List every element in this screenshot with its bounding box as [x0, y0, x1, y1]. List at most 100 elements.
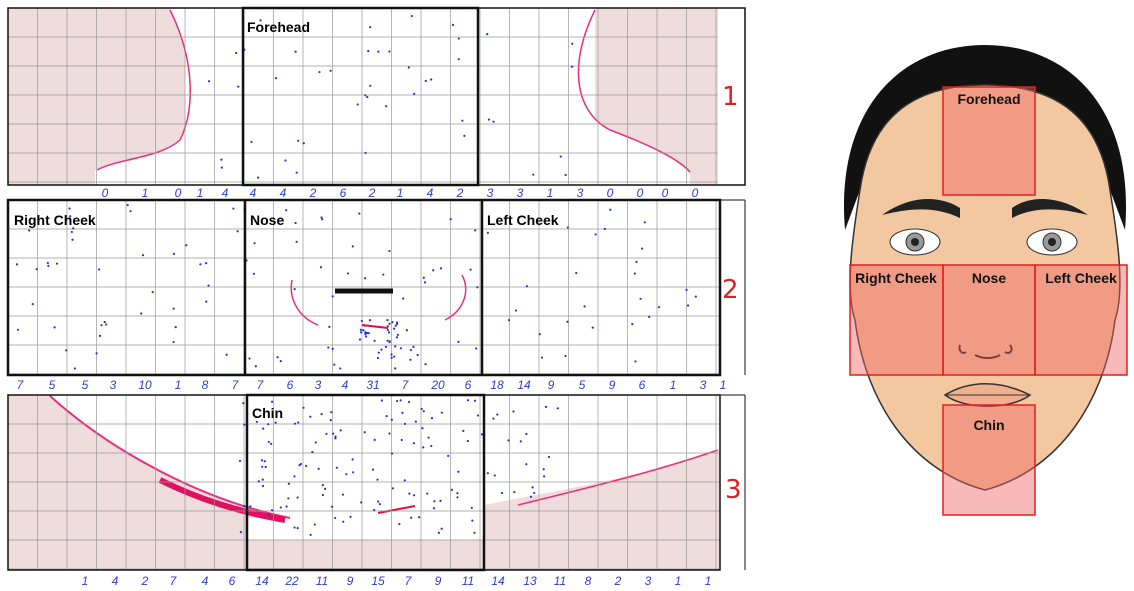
dot	[466, 399, 470, 402]
dot	[309, 415, 312, 418]
dot	[28, 229, 31, 232]
dot	[331, 347, 334, 351]
dot	[207, 284, 210, 287]
dot	[496, 413, 499, 416]
count-label: 14	[517, 378, 531, 392]
grids	[8, 8, 720, 570]
dot	[259, 19, 262, 22]
dot	[462, 429, 465, 432]
count-label: 3	[517, 186, 524, 200]
dot	[295, 171, 298, 174]
count-label: 20	[430, 378, 445, 392]
dot	[254, 365, 257, 368]
count-label: 3	[315, 378, 322, 392]
count-label: 8	[202, 378, 209, 392]
count-label: 1	[197, 186, 204, 200]
count-label: 14	[255, 574, 269, 588]
dot	[409, 358, 412, 361]
count-label: 9	[347, 574, 354, 588]
dot	[395, 321, 399, 324]
count-label: 3	[645, 574, 652, 588]
count-label: 0	[637, 186, 644, 200]
count-label: 7	[402, 378, 410, 392]
dot	[235, 51, 238, 55]
frames	[6, 6, 746, 572]
count-label: 18	[490, 378, 504, 392]
dot	[249, 505, 252, 508]
dot	[476, 286, 479, 289]
dot	[320, 413, 323, 416]
dot	[388, 322, 391, 325]
dot	[412, 345, 415, 348]
dot	[328, 325, 331, 329]
dot	[414, 420, 417, 423]
dot	[255, 420, 259, 423]
dot	[437, 531, 440, 535]
dot	[631, 323, 634, 326]
dot	[105, 323, 108, 326]
count-label: 6	[229, 574, 236, 588]
dot	[335, 466, 338, 469]
dot	[525, 463, 528, 466]
dot	[476, 414, 480, 417]
dot	[100, 324, 103, 327]
dot	[351, 245, 354, 248]
dot	[398, 522, 401, 526]
count-label: 1	[397, 186, 404, 200]
dot	[507, 439, 510, 442]
dot	[103, 320, 106, 324]
dot	[98, 334, 102, 337]
dot	[532, 173, 535, 176]
dot	[172, 340, 175, 344]
dot	[334, 435, 337, 438]
dot	[473, 399, 477, 402]
dot	[540, 356, 544, 359]
dot	[486, 472, 489, 475]
count-label: 7	[170, 574, 178, 588]
dot	[635, 260, 638, 263]
dot	[492, 120, 495, 123]
dot	[493, 474, 496, 477]
dot	[394, 367, 397, 370]
dot	[447, 454, 450, 458]
dot	[643, 221, 646, 224]
dot	[424, 363, 427, 366]
dot	[525, 285, 528, 288]
dot	[319, 266, 323, 269]
face-region-label: Left Cheek	[1045, 270, 1117, 286]
dot	[400, 438, 403, 442]
dot	[362, 329, 365, 332]
count-label: 9	[548, 378, 555, 392]
panel-1	[8, 8, 718, 185]
dot	[373, 339, 376, 342]
dot	[426, 492, 429, 495]
dot	[423, 281, 427, 284]
dot	[457, 340, 460, 343]
dot	[377, 50, 380, 53]
region-label: Right Cheek	[14, 212, 96, 228]
dot	[556, 407, 559, 410]
count-label: 5	[82, 378, 89, 392]
dot	[633, 272, 636, 275]
dot	[238, 459, 242, 462]
dot	[544, 405, 548, 408]
dot	[380, 348, 383, 351]
region-label: Nose	[250, 212, 284, 228]
dot	[285, 209, 288, 212]
dot	[151, 290, 154, 294]
dot	[339, 367, 342, 370]
dot	[349, 515, 352, 518]
dot	[457, 58, 460, 61]
dot	[313, 523, 316, 526]
dot	[332, 432, 335, 435]
count-label: 3	[110, 378, 117, 392]
count-label: 4	[222, 186, 229, 200]
dot	[293, 526, 296, 529]
dot	[243, 423, 246, 426]
dot	[609, 208, 612, 211]
dot	[512, 410, 515, 413]
dot	[294, 221, 297, 225]
dot	[321, 218, 324, 221]
dot	[293, 288, 296, 291]
